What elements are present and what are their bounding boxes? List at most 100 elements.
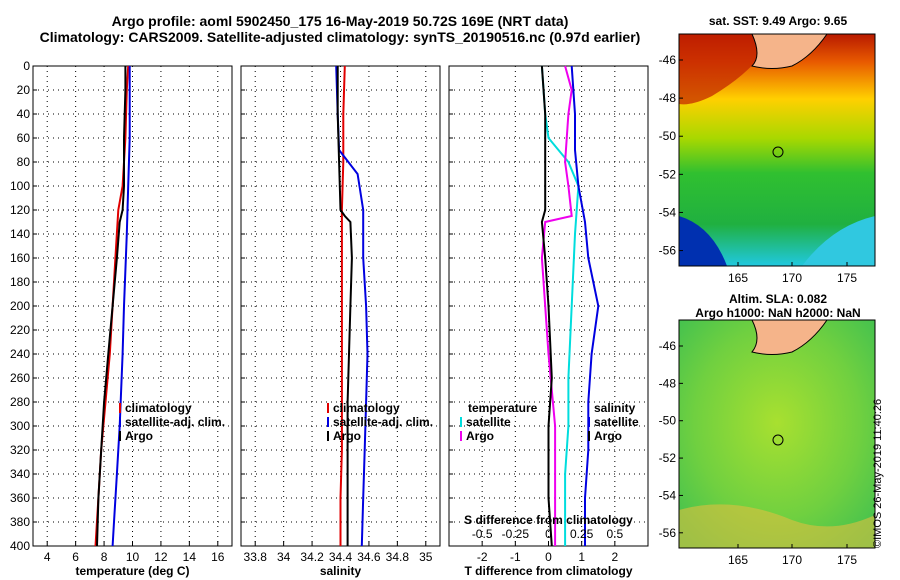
legend-label: Argo — [594, 429, 622, 443]
y-tick-label: 320 — [10, 443, 30, 457]
map-y-tick-label: -46 — [659, 339, 677, 353]
map-x-tick-label: 165 — [728, 553, 748, 567]
map-y-tick-label: -56 — [659, 244, 677, 258]
map-y-tick-label: -50 — [659, 129, 677, 143]
map-y-tick-label: -52 — [659, 451, 677, 465]
x-tick-label: 2 — [611, 550, 618, 564]
x-axis-label: temperature (deg C) — [75, 564, 189, 578]
sla-map: 165 170 175 -46 -48 -50 -52 -54 -56 — [659, 319, 876, 567]
y-tick-label: 60 — [17, 131, 31, 145]
map-y-tick-label: -54 — [659, 488, 677, 502]
series-line-argo — [96, 66, 127, 547]
legend-label: climatology — [333, 401, 400, 415]
map-x-tick-label: 175 — [837, 553, 857, 567]
argo-location-marker — [772, 434, 784, 446]
x-tick-label: 34.2 — [300, 550, 324, 564]
sst-warm-region — [679, 34, 772, 105]
x-axis-label: salinity — [320, 564, 362, 578]
x-tick-label: 33.8 — [244, 550, 268, 564]
map-y-tick-label: -48 — [659, 376, 677, 390]
x-tick-label: 10 — [126, 550, 140, 564]
y-tick-label: 20 — [17, 83, 31, 97]
series-line-t-satellite — [540, 65, 580, 546]
sla-land — [751, 319, 828, 355]
sst-map-frame — [678, 33, 876, 267]
x-tick-label: 12 — [154, 550, 168, 564]
map-y-tick-label: -48 — [659, 91, 677, 105]
legend-title: temperature — [468, 401, 538, 415]
series-line-climatology — [339, 65, 346, 546]
sst-map-title: sat. SST: 9.49 Argo: 9.65 — [708, 14, 848, 28]
map-x-tick-label: 175 — [837, 271, 857, 285]
legend-label: climatology — [125, 401, 192, 415]
legend-title: salinity — [594, 401, 636, 415]
secondary-tick-label: -0.5 — [472, 527, 493, 541]
legend-label: Argo — [466, 429, 494, 443]
secondary-tick-label: -0.25 — [502, 527, 530, 541]
legend-label: satellite-adj. clim. — [333, 415, 433, 429]
chart-salinity: 33.8 34 34.2 34.4 34.6 34.8 35 salinity climatol… — [240, 65, 441, 578]
x-tick-label: 0 — [545, 550, 552, 564]
sst-cyan-region — [802, 216, 875, 266]
x-tick-label: 34.6 — [357, 550, 381, 564]
y-tick-label: 280 — [10, 395, 30, 409]
y-tick-label: 300 — [10, 419, 30, 433]
y-tick-label: 360 — [10, 491, 30, 505]
argo-location-marker — [772, 146, 784, 158]
map-x-tick-label: 170 — [782, 271, 802, 285]
x-tick-label: 16 — [211, 550, 225, 564]
y-tick-label: 340 — [10, 467, 30, 481]
y-tick-label: 200 — [10, 299, 30, 313]
new-zealand-land — [751, 33, 828, 69]
map-x-tick-label: 170 — [782, 553, 802, 567]
chart-difference: -2 -1 0 1 2T difference from climatology temp… — [448, 65, 649, 578]
sst-map: 165 170 175 -46 -48 -50 -52 -54 -56 — [659, 33, 876, 285]
x-tick-label: -2 — [477, 550, 488, 564]
series-line-s-satellite — [570, 65, 600, 546]
map-y-tick-label: -52 — [659, 167, 677, 181]
series-line-satellite-adj-clim- — [111, 66, 131, 547]
sla-bottom-anomaly — [679, 504, 875, 548]
y-tick-label: 400 — [10, 539, 30, 553]
secondary-axis-label: S difference from climatology — [464, 513, 633, 527]
y-tick-label: 0 — [23, 59, 30, 73]
y-tick-label: 100 — [10, 179, 30, 193]
x-tick-label: 35 — [419, 550, 433, 564]
y-tick-label: 260 — [10, 371, 30, 385]
x-tick-label: 4 — [44, 550, 51, 564]
legend-label: Argo — [333, 429, 361, 443]
sst-cold-region — [679, 216, 727, 266]
x-tick-label: 34.4 — [329, 550, 353, 564]
map-y-tick-label: -50 — [659, 414, 677, 428]
sla-map-title-1: Altim. SLA: 0.082 — [728, 292, 828, 306]
y-tick-label: 180 — [10, 275, 30, 289]
x-tick-label: 1 — [578, 550, 585, 564]
y-tick-label: 160 — [10, 251, 30, 265]
legend-label: Argo — [125, 429, 153, 443]
title-line-2: Climatology: CARS2009. Satellite-adjuste… — [39, 29, 641, 45]
x-tick-label: 8 — [101, 550, 108, 564]
x-tick-label: -1 — [510, 550, 521, 564]
y-tick-label: 240 — [10, 347, 30, 361]
secondary-tick-label: 0.25 — [570, 527, 594, 541]
series-line-argo — [336, 66, 353, 546]
map-y-tick-label: -54 — [659, 205, 677, 219]
secondary-tick-label: 0 — [545, 527, 552, 541]
legend-label: satellite — [466, 415, 511, 429]
y-tick-label: 220 — [10, 323, 30, 337]
secondary-tick-label: 0.5 — [606, 527, 623, 541]
title-line-1: Argo profile: aoml 5902450_175 16-May-20… — [111, 13, 569, 29]
y-tick-label: 80 — [17, 155, 31, 169]
series-line-s-argo — [540, 65, 553, 547]
series-line-t-argo — [540, 65, 573, 546]
x-tick-label: 34 — [277, 550, 291, 564]
y-tick-label: 120 — [10, 203, 30, 217]
map-y-tick-label: -56 — [659, 526, 677, 540]
sla-map-frame — [678, 319, 876, 549]
sla-map-title-2: Argo h1000: NaN h2000: NaN — [695, 306, 861, 320]
y-tick-label: 380 — [10, 515, 30, 529]
x-tick-label: 14 — [183, 550, 197, 564]
y-tick-label: 40 — [17, 107, 31, 121]
chart-temperature: 4 6 8 10 12 14 16 temperature (deg C) 0 20 40 60 80 1… — [10, 59, 233, 578]
